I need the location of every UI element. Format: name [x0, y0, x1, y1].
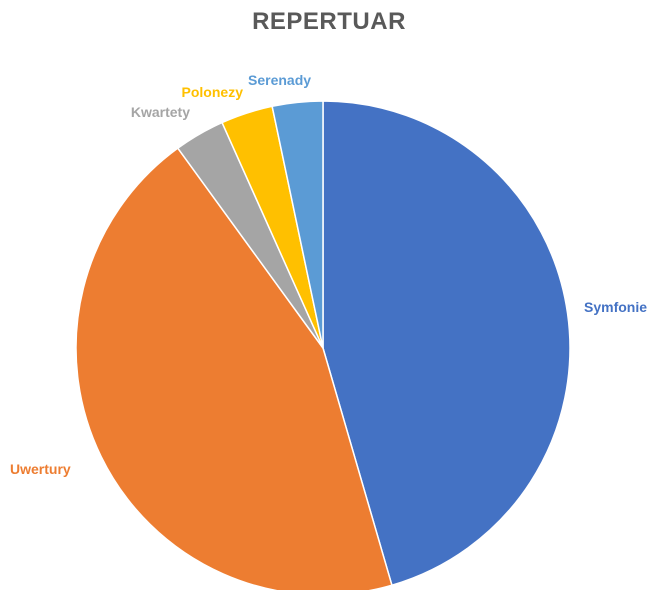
pie-slices	[75, 100, 571, 590]
slice-label-uwertury: Uwertury	[10, 461, 71, 477]
slice-label-polonezy: Polonezy	[182, 84, 244, 100]
pie-slice-uwertury	[75, 147, 393, 590]
chart-title: REPERTUAR	[252, 8, 406, 35]
slice-label-kwartety: Kwartety	[131, 104, 190, 120]
pie-slice-serenady	[271, 100, 324, 349]
slice-label-serenady: Serenady	[248, 72, 311, 88]
pie-slice-symfonie	[322, 100, 571, 587]
slice-label-symfonie: Symfonie	[584, 299, 647, 315]
